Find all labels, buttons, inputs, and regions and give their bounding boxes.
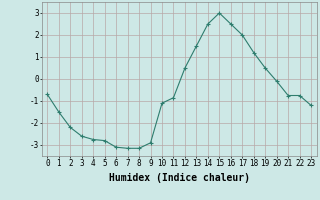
X-axis label: Humidex (Indice chaleur): Humidex (Indice chaleur) xyxy=(109,173,250,183)
